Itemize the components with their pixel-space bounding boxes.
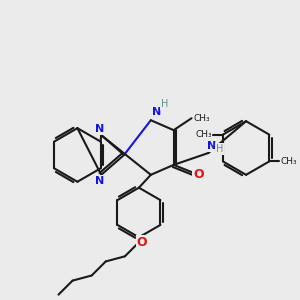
Text: N: N	[94, 176, 104, 186]
Text: N: N	[207, 141, 216, 151]
Text: CH₃: CH₃	[194, 114, 210, 123]
Text: H: H	[216, 144, 223, 154]
Text: CH₃: CH₃	[195, 130, 212, 139]
Text: N: N	[94, 124, 104, 134]
Text: H: H	[161, 99, 168, 110]
Text: O: O	[136, 236, 147, 249]
Text: O: O	[193, 168, 204, 181]
Text: CH₃: CH₃	[280, 157, 297, 166]
Text: N: N	[152, 107, 161, 117]
